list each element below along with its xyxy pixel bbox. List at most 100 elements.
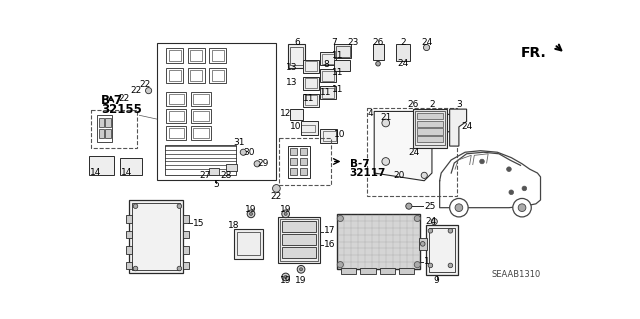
Bar	[129, 200, 183, 273]
Text: B-7: B-7	[101, 94, 123, 107]
Text: 24: 24	[461, 122, 472, 131]
Circle shape	[518, 204, 526, 211]
Circle shape	[337, 262, 344, 268]
Bar	[157, 43, 276, 180]
Bar	[237, 232, 260, 256]
Bar	[183, 246, 189, 254]
Bar	[417, 136, 444, 142]
Text: 18: 18	[228, 221, 240, 230]
Text: 11: 11	[332, 68, 344, 77]
Bar	[193, 111, 209, 121]
Text: 19: 19	[295, 276, 307, 285]
Circle shape	[428, 263, 433, 268]
Text: 16: 16	[324, 240, 335, 249]
Text: 32117: 32117	[349, 168, 386, 178]
Text: 5: 5	[214, 180, 220, 189]
Bar	[227, 164, 237, 172]
Circle shape	[133, 266, 138, 271]
Circle shape	[450, 198, 468, 217]
Bar	[191, 126, 211, 140]
Bar	[380, 268, 395, 274]
Bar	[191, 92, 211, 106]
Bar	[372, 44, 384, 60]
Bar	[396, 44, 410, 61]
Bar	[212, 50, 224, 61]
Bar	[305, 78, 317, 88]
Bar	[417, 113, 444, 119]
Bar	[126, 231, 132, 239]
Bar	[289, 109, 303, 120]
Polygon shape	[374, 111, 451, 181]
Bar	[289, 159, 297, 165]
Bar	[106, 129, 111, 138]
Text: 22: 22	[130, 86, 141, 95]
Circle shape	[300, 268, 303, 271]
Bar	[164, 145, 236, 175]
Text: 8: 8	[324, 60, 330, 69]
Bar	[126, 262, 132, 269]
Text: 24: 24	[397, 59, 408, 68]
Bar	[300, 168, 307, 175]
Bar	[417, 128, 444, 135]
Text: 21: 21	[380, 113, 392, 122]
Circle shape	[431, 219, 437, 225]
Bar	[282, 221, 316, 232]
Bar	[166, 68, 183, 83]
Bar	[322, 87, 334, 98]
Bar	[183, 215, 189, 223]
Circle shape	[421, 172, 428, 178]
Text: 19: 19	[245, 205, 257, 214]
Text: 10: 10	[290, 122, 301, 131]
Bar	[190, 70, 202, 81]
Bar	[168, 94, 184, 104]
Text: 13: 13	[286, 63, 298, 72]
Bar	[303, 94, 319, 107]
Bar	[320, 69, 336, 82]
Circle shape	[507, 167, 511, 172]
Bar	[413, 109, 447, 148]
Circle shape	[133, 204, 138, 208]
Bar	[426, 225, 458, 275]
Text: 27: 27	[199, 171, 211, 180]
Text: 20: 20	[393, 171, 404, 180]
Bar	[279, 138, 331, 185]
Bar	[190, 50, 202, 61]
Text: 2: 2	[429, 100, 435, 109]
Circle shape	[177, 266, 182, 271]
Bar	[419, 239, 427, 250]
Circle shape	[382, 158, 390, 165]
Bar	[429, 228, 455, 271]
Circle shape	[284, 275, 287, 278]
Circle shape	[480, 159, 484, 164]
Text: 23: 23	[347, 38, 358, 47]
Bar	[188, 68, 205, 83]
Circle shape	[513, 198, 531, 217]
Bar	[183, 231, 189, 239]
Circle shape	[254, 161, 260, 167]
Bar	[291, 47, 303, 65]
Bar	[188, 48, 205, 63]
Text: 22: 22	[118, 94, 129, 103]
Text: 15: 15	[193, 219, 205, 227]
Bar	[106, 118, 111, 127]
Bar	[305, 95, 317, 105]
Bar	[305, 61, 317, 71]
Circle shape	[424, 44, 429, 51]
Circle shape	[297, 265, 305, 273]
Bar	[301, 124, 315, 132]
Text: 11: 11	[303, 94, 314, 103]
Bar	[191, 109, 211, 123]
Circle shape	[414, 215, 420, 221]
Circle shape	[509, 190, 513, 195]
Text: 6: 6	[294, 38, 300, 47]
Bar	[399, 268, 414, 274]
Circle shape	[337, 215, 344, 221]
Text: 32155: 32155	[101, 103, 141, 116]
Circle shape	[284, 212, 287, 215]
Text: FR.: FR.	[521, 46, 547, 60]
Bar	[209, 48, 227, 63]
Bar	[97, 115, 113, 142]
Text: 9: 9	[433, 276, 438, 285]
Text: 22: 22	[271, 192, 282, 201]
Bar	[288, 146, 310, 178]
